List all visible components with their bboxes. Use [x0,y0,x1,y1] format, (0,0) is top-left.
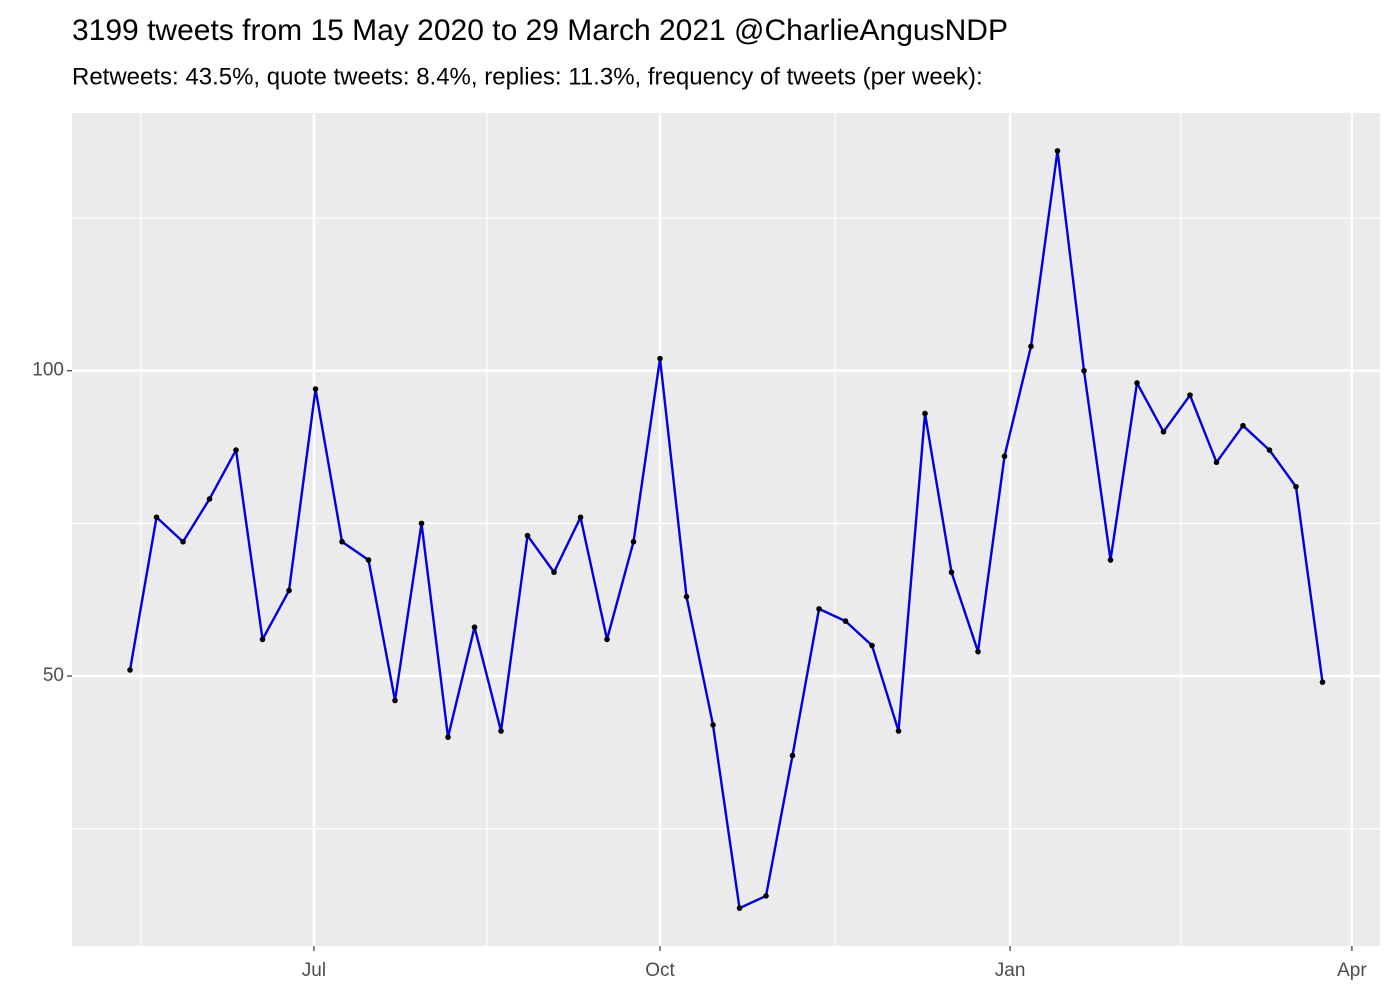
x-tick-label: Jan [995,960,1026,981]
data-point [577,514,584,521]
data-point [1240,422,1246,429]
data-point [736,905,743,911]
data-point [630,538,637,545]
data-point [763,893,769,899]
data-point [1081,367,1087,374]
data-point [1293,483,1299,490]
data-point [312,386,319,392]
x-tick-label: Oct [645,960,675,981]
data-point [842,618,849,624]
data-point [710,722,716,728]
data-point [948,569,955,576]
data-point [789,752,796,759]
data-point [1187,392,1193,398]
y-tick-label: 100 [32,360,64,381]
data-point [259,636,266,643]
data-point [524,532,531,539]
data-point [153,514,160,521]
data-point [604,636,610,643]
data-point [922,410,928,417]
data-point [1107,557,1114,563]
chart-title: 3199 tweets from 15 May 2020 to 29 March… [72,14,1008,47]
data-point [551,569,557,576]
data-point [1001,453,1008,460]
data-point [392,697,398,704]
data-point [418,520,425,527]
data-point [339,538,345,545]
data-point [445,734,451,740]
data-point [286,587,292,594]
data-point [869,642,875,649]
data-point [975,648,981,655]
data-point [498,728,504,734]
data-point [895,728,902,734]
data-point [1319,679,1326,685]
x-tick-label: Jul [302,960,326,981]
series-line [128,149,1324,910]
chart-subtitle: Retweets: 43.5%, quote tweets: 8.4%, rep… [72,63,983,90]
data-point [180,538,186,545]
data-point [657,355,663,362]
data-point [127,667,133,673]
data-point [206,496,213,502]
x-tick-label: Apr [1337,960,1367,981]
data-point [365,557,372,563]
data-point [816,606,822,612]
data-point [471,624,478,631]
data-point [1134,380,1140,386]
data-point [1028,343,1034,350]
data-point [233,447,239,453]
data-point [1213,459,1220,466]
y-tick-label: 50 [43,665,64,686]
data-point [1160,428,1167,435]
data-point [1266,447,1273,453]
data-point [683,593,690,600]
data-point [1054,148,1061,154]
